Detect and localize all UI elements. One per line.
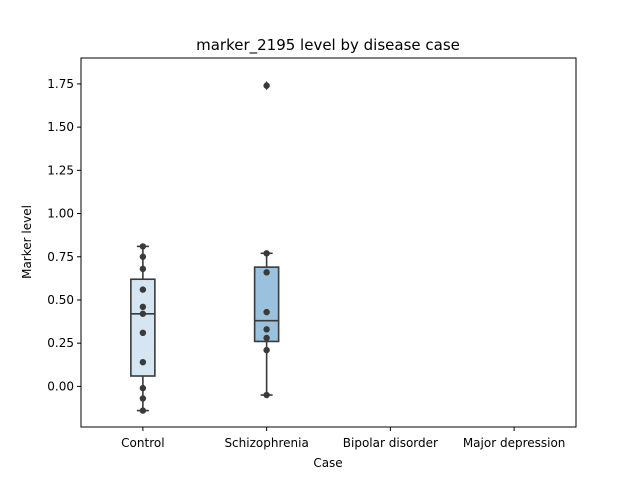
y-tick-label: 0.25	[47, 336, 74, 350]
plot-area	[130, 81, 280, 414]
data-point	[263, 346, 270, 354]
data-point	[139, 265, 147, 273]
y-tick-label: 0.50	[47, 293, 74, 307]
x-tick-label: Control	[121, 436, 164, 450]
y-tick-label: 0.00	[47, 379, 74, 393]
data-point	[139, 358, 147, 366]
y-tick-label: 1.00	[47, 207, 74, 221]
y-tick-label: 1.25	[47, 163, 74, 177]
data-point	[139, 395, 147, 402]
data-point	[263, 334, 270, 342]
plot-frame	[80, 57, 577, 428]
points-schizophrenia	[263, 82, 270, 399]
data-point	[139, 243, 147, 250]
points-control	[139, 243, 147, 414]
data-point	[139, 303, 147, 311]
x-tick-label: Major depression	[463, 436, 566, 450]
data-point	[263, 326, 270, 333]
data-point	[139, 329, 147, 337]
data-point	[263, 308, 270, 316]
data-point	[139, 253, 147, 260]
x-axis-label: Case	[313, 456, 342, 470]
data-point	[263, 391, 270, 399]
data-point	[139, 384, 147, 392]
y-tick-label: 1.50	[47, 120, 74, 134]
data-point	[139, 310, 147, 317]
y-axis-label: Marker level	[20, 205, 34, 279]
y-tick-label: 1.75	[47, 77, 74, 91]
data-point	[263, 250, 270, 257]
chart-title: marker_2195 level by disease case	[196, 36, 460, 55]
x-tick-label: Schizophrenia	[224, 436, 308, 450]
data-point	[263, 82, 270, 89]
data-point	[139, 407, 147, 414]
axes: 0.00 0.25 0.50 0.75 1.00 1.25 1.50 1.75 Control S…	[47, 57, 577, 450]
data-point	[263, 269, 270, 276]
iqr-box	[253, 266, 280, 343]
data-point	[139, 286, 147, 293]
x-tick-label: Bipolar disorder	[343, 436, 438, 450]
box-schizophrenia	[253, 81, 280, 396]
y-tick-label: 0.75	[47, 250, 74, 264]
